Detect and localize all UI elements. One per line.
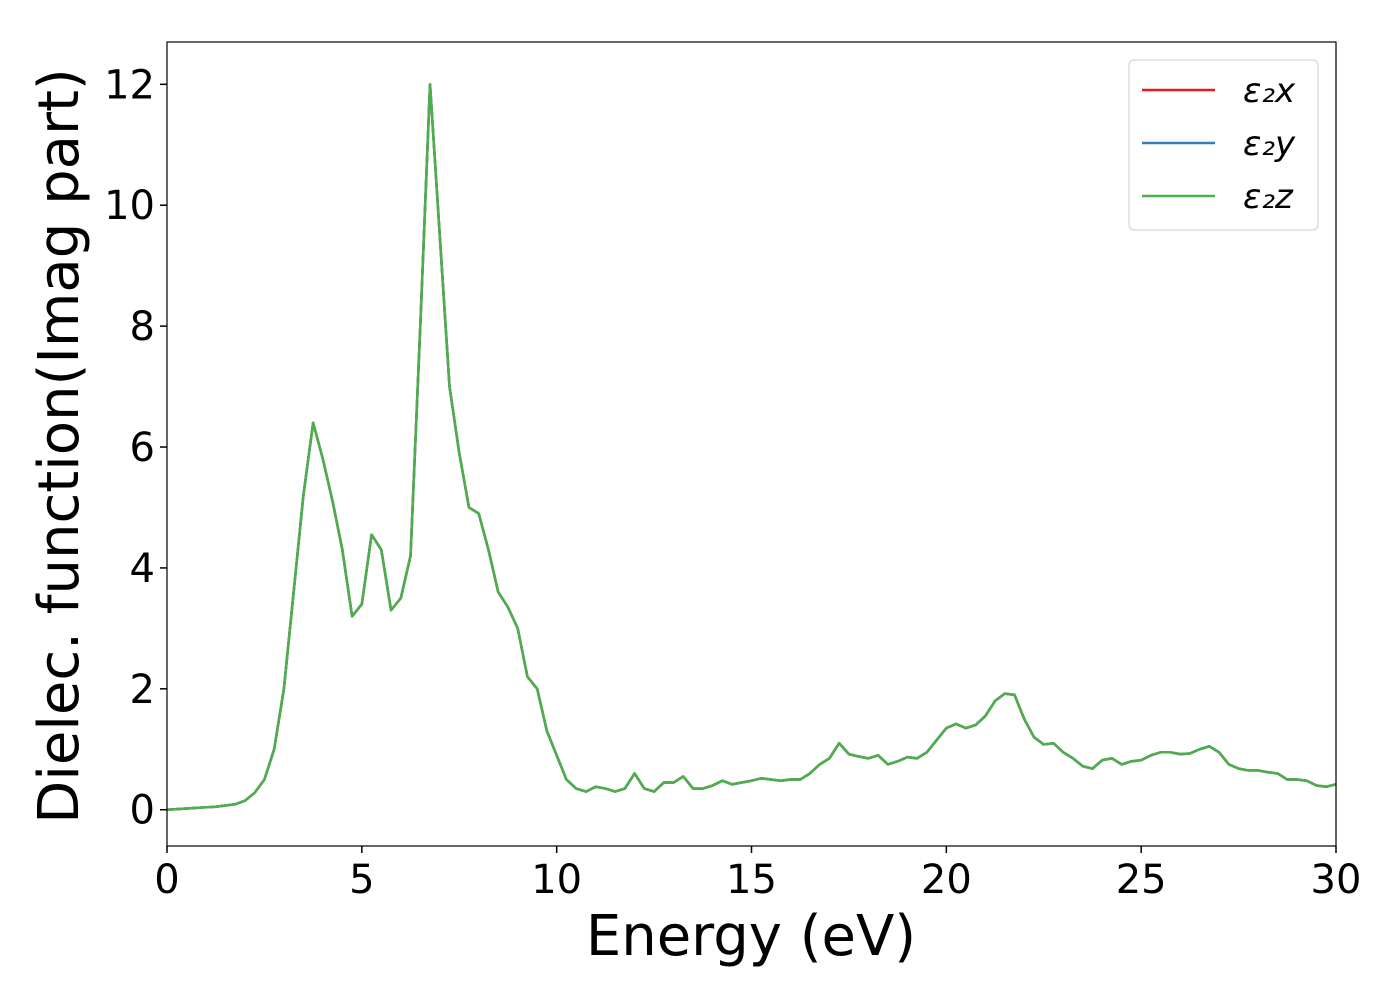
y-tick-label: 4 (130, 546, 155, 592)
x-tick-label: 20 (921, 857, 972, 903)
x-tick-label: 15 (726, 857, 777, 903)
x-tick-label: 25 (1116, 857, 1167, 903)
x-tick-label: 30 (1311, 857, 1362, 903)
x-tick-label: 5 (349, 857, 374, 903)
x-tick-label: 10 (531, 857, 582, 903)
y-tick-label: 8 (130, 304, 155, 350)
legend-label: ε₂x (1243, 71, 1296, 111)
x-axis-label: Energy (eV) (586, 904, 916, 969)
plot-frame (166, 41, 1337, 847)
legend-label: ε₂y (1243, 124, 1296, 164)
legend-box (1128, 59, 1319, 231)
y-tick-label: 2 (130, 667, 155, 713)
y-tick-label: 10 (104, 183, 155, 229)
data-line (166, 83, 1337, 811)
y-tick-label: 12 (104, 62, 155, 108)
y-tick-label: 0 (130, 788, 155, 834)
y-tick-label: 6 (130, 425, 155, 471)
legend-label: ε₂z (1243, 177, 1294, 217)
y-axis-label: Dielec. function(Imag part) (27, 68, 92, 824)
x-tick-label: 0 (154, 857, 179, 903)
legend: ε₂x ε₂y ε₂z (1128, 59, 1319, 231)
